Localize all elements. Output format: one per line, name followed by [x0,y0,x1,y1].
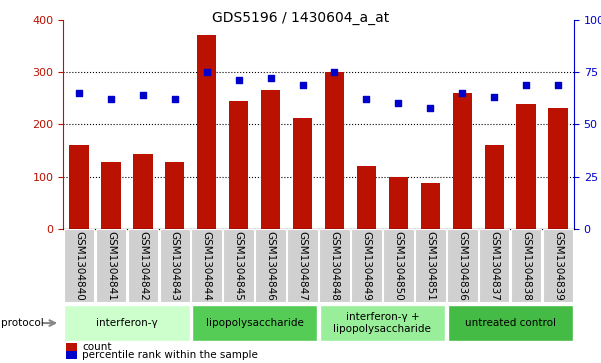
Bar [351,229,382,302]
Bar [293,118,312,229]
Bar [159,229,190,302]
Bar [548,107,567,229]
Text: GSM1304837: GSM1304837 [489,231,499,301]
Bar [319,229,350,302]
Text: GSM1304840: GSM1304840 [74,231,84,301]
Point [106,97,116,102]
Bar [511,229,542,302]
Bar [96,229,126,302]
Bar [66,351,77,359]
Text: GSM1304842: GSM1304842 [138,231,148,301]
Text: lipopolysaccharide: lipopolysaccharide [206,318,304,328]
Point [394,101,403,106]
Text: GSM1304849: GSM1304849 [361,231,371,301]
Point [202,69,212,75]
Bar [192,305,317,342]
Text: percentile rank within the sample: percentile rank within the sample [82,350,258,360]
Bar [133,154,153,229]
Bar [66,343,77,351]
Bar [415,229,445,302]
Point [234,78,243,83]
Bar [383,229,413,302]
Bar [325,72,344,229]
Bar [192,229,222,302]
Point [489,94,499,100]
Text: GSM1304839: GSM1304839 [553,231,563,301]
Point [457,90,467,96]
Text: interferon-γ: interferon-γ [96,318,158,328]
Bar [224,229,254,302]
Point [138,92,148,98]
Bar [127,229,158,302]
Text: GSM1304836: GSM1304836 [457,231,467,301]
Bar [543,229,573,302]
Text: GSM1304850: GSM1304850 [393,231,403,301]
Point [266,76,275,81]
Point [297,82,307,87]
Bar [357,166,376,229]
Bar [516,105,535,229]
Bar [389,176,408,229]
Bar [64,305,189,342]
Bar [479,229,510,302]
Text: untreated control: untreated control [465,318,555,328]
Text: count: count [82,342,112,352]
Text: GSM1304851: GSM1304851 [426,231,435,301]
Bar [448,305,573,342]
Point [553,82,563,87]
Text: GSM1304844: GSM1304844 [202,231,212,301]
Bar [255,229,286,302]
Point [426,105,435,110]
Point [362,97,371,102]
Bar [165,162,185,229]
Bar [102,162,121,229]
Bar [453,93,472,229]
Bar [447,229,478,302]
Text: protocol: protocol [1,318,44,328]
Text: GSM1304841: GSM1304841 [106,231,116,301]
Bar [287,229,318,302]
Bar [64,229,94,302]
Text: GSM1304838: GSM1304838 [521,231,531,301]
Text: GSM1304843: GSM1304843 [170,231,180,301]
Bar [421,183,440,229]
Text: GSM1304848: GSM1304848 [329,231,340,301]
Point [170,97,180,102]
Text: GSM1304847: GSM1304847 [297,231,308,301]
Text: GSM1304845: GSM1304845 [234,231,244,301]
Bar [320,305,445,342]
Bar [261,90,280,229]
Point [75,90,84,96]
Text: interferon-γ +
lipopolysaccharide: interferon-γ + lipopolysaccharide [334,312,432,334]
Text: GSM1304846: GSM1304846 [266,231,276,301]
Text: GDS5196 / 1430604_a_at: GDS5196 / 1430604_a_at [212,11,389,25]
Bar [484,145,504,229]
Bar [70,145,89,229]
Point [521,82,531,87]
Point [330,69,340,75]
Bar [197,34,216,229]
Bar [229,101,248,229]
